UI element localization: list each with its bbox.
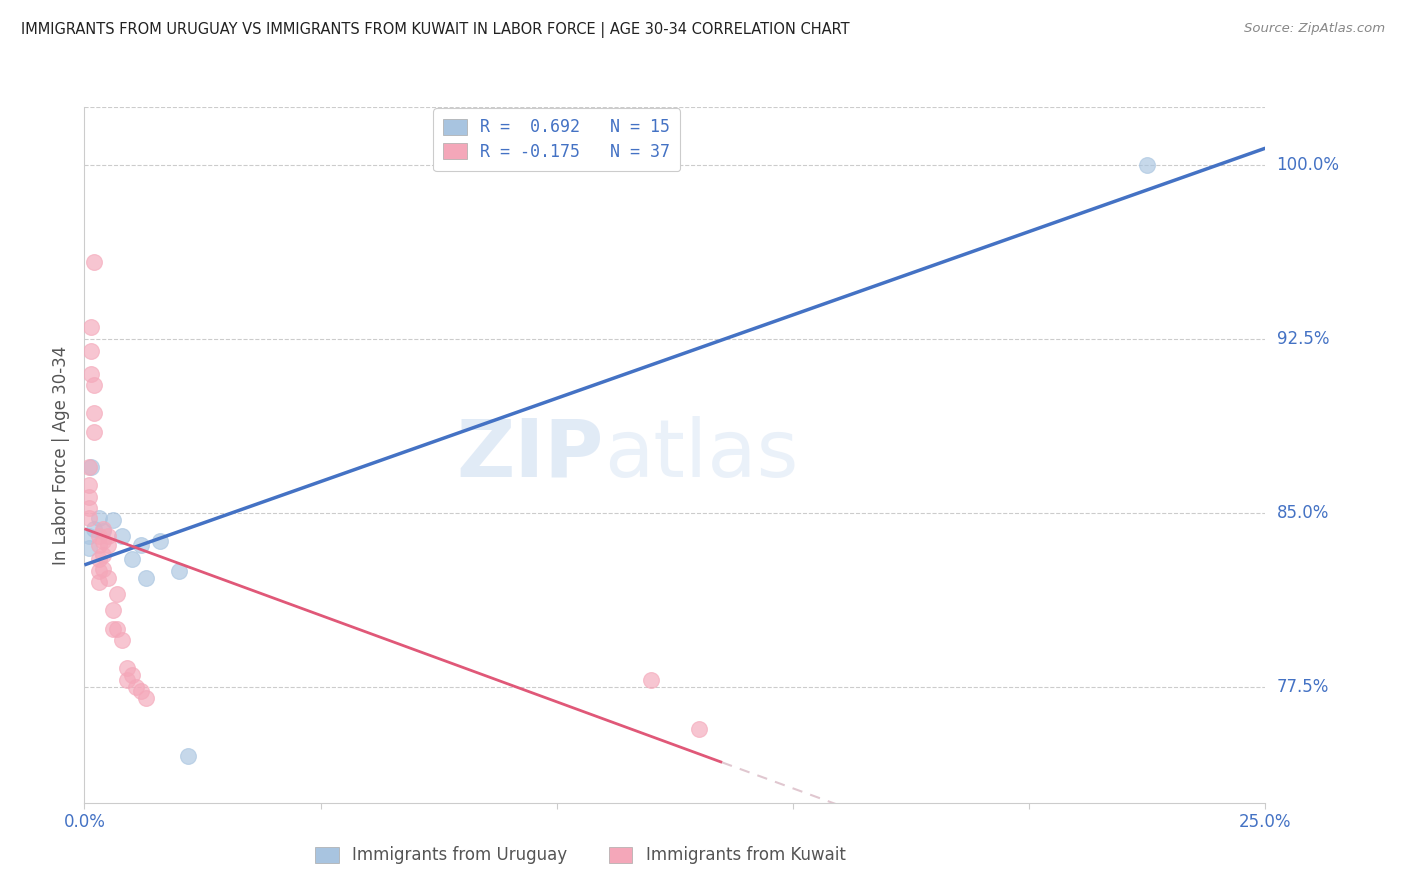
Point <box>101 622 124 636</box>
Point <box>77 478 100 492</box>
Point <box>135 571 157 585</box>
Point <box>125 680 148 694</box>
Text: atlas: atlas <box>605 416 799 494</box>
Point <box>87 552 110 566</box>
Point <box>80 343 103 358</box>
Text: 92.5%: 92.5% <box>1277 330 1329 348</box>
Point <box>77 490 100 504</box>
Point <box>77 541 100 555</box>
Text: 100.0%: 100.0% <box>1277 156 1340 174</box>
Point <box>87 510 110 524</box>
Y-axis label: In Labor Force | Age 30-34: In Labor Force | Age 30-34 <box>52 345 70 565</box>
Point <box>91 548 114 562</box>
Point <box>87 575 110 590</box>
Text: IMMIGRANTS FROM URUGUAY VS IMMIGRANTS FROM KUWAIT IN LABOR FORCE | AGE 30-34 COR: IMMIGRANTS FROM URUGUAY VS IMMIGRANTS FR… <box>21 22 849 38</box>
Point <box>77 459 100 474</box>
Point <box>135 691 157 706</box>
Point <box>80 320 103 334</box>
Point <box>87 529 110 543</box>
Point <box>107 587 129 601</box>
Point <box>83 406 105 420</box>
Point <box>688 722 710 736</box>
Point <box>121 668 143 682</box>
Point <box>83 425 105 439</box>
Text: 77.5%: 77.5% <box>1277 678 1329 696</box>
Point <box>129 538 152 552</box>
Text: Source: ZipAtlas.com: Source: ZipAtlas.com <box>1244 22 1385 36</box>
Point <box>1136 158 1159 172</box>
Point <box>149 533 172 548</box>
Point <box>91 533 114 548</box>
Point <box>87 538 110 552</box>
Point <box>83 255 105 269</box>
Point <box>97 538 120 552</box>
Point <box>91 561 114 575</box>
Point <box>97 571 120 585</box>
Point <box>77 529 100 543</box>
Point <box>80 367 103 381</box>
Point <box>115 673 138 687</box>
Point <box>91 522 114 536</box>
Point <box>101 603 124 617</box>
Point <box>77 501 100 516</box>
Text: ZIP: ZIP <box>457 416 605 494</box>
Point <box>111 633 134 648</box>
Point <box>83 378 105 392</box>
Point <box>115 661 138 675</box>
Point <box>77 510 100 524</box>
Point <box>640 673 662 687</box>
Point <box>101 513 124 527</box>
Point <box>80 459 103 474</box>
Point <box>167 564 190 578</box>
Point <box>97 529 120 543</box>
Point <box>177 749 200 764</box>
Point <box>121 552 143 566</box>
Point <box>111 529 134 543</box>
Point <box>129 684 152 698</box>
Text: 85.0%: 85.0% <box>1277 504 1329 522</box>
Point <box>91 524 114 539</box>
Point <box>83 522 105 536</box>
Legend: Immigrants from Uruguay, Immigrants from Kuwait: Immigrants from Uruguay, Immigrants from… <box>305 837 855 874</box>
Point <box>107 622 129 636</box>
Point <box>87 564 110 578</box>
